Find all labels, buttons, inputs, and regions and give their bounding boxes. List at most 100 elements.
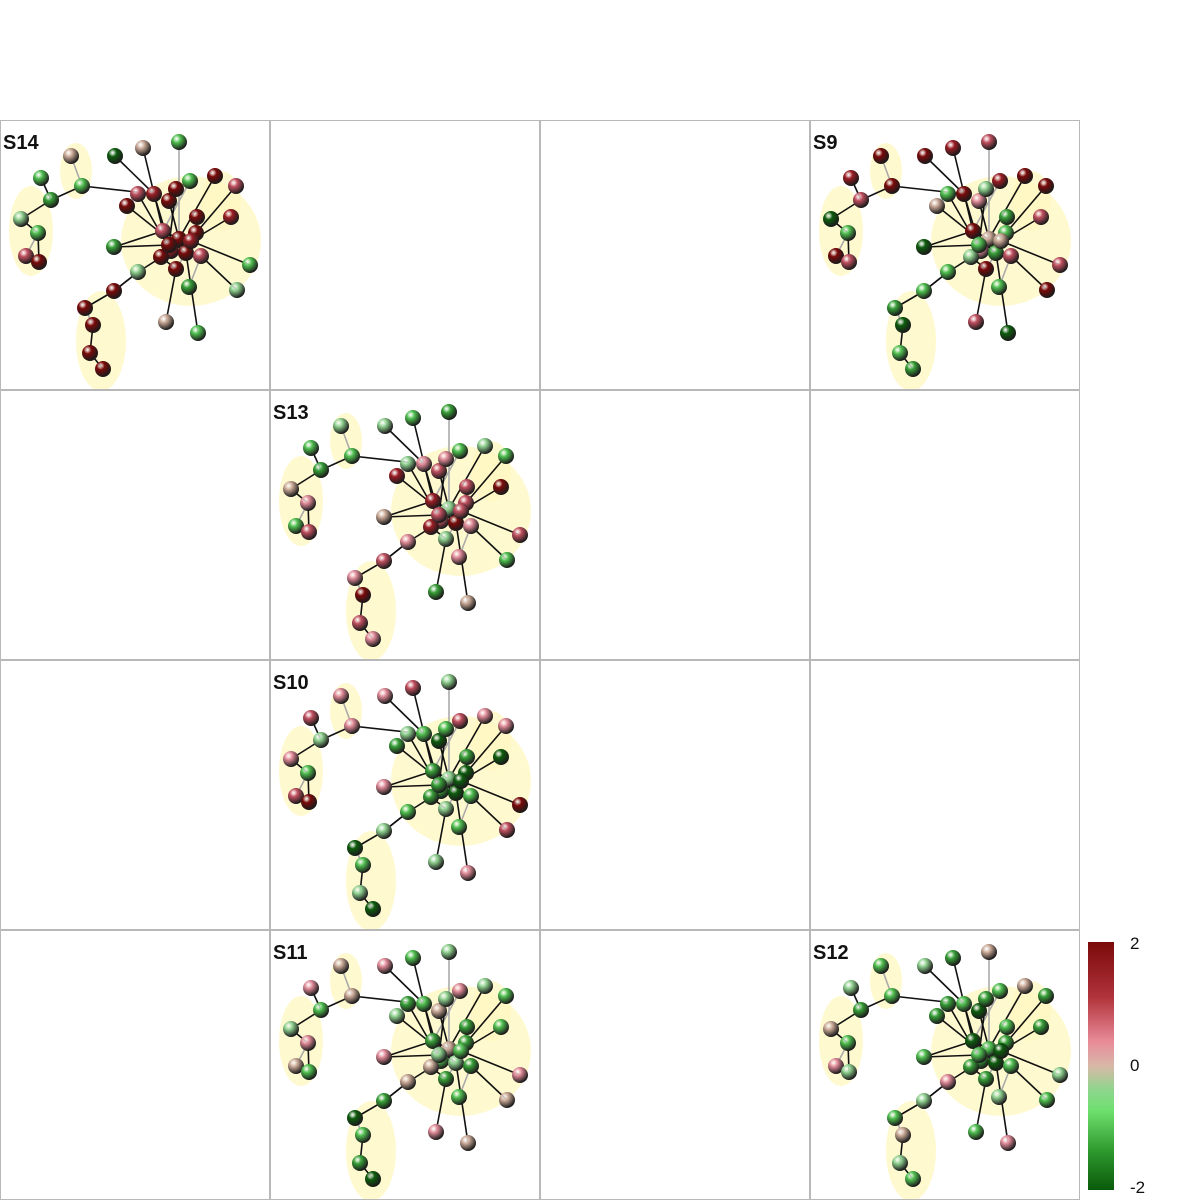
network-node (313, 462, 329, 478)
network-node (498, 448, 514, 464)
network-node (130, 264, 146, 280)
network-node (106, 239, 122, 255)
network-edge (384, 695, 425, 735)
network-edge (923, 1040, 974, 1058)
network-node (283, 751, 299, 767)
network-graph (279, 674, 531, 929)
network-node (400, 996, 416, 1012)
network-graph (279, 944, 531, 1199)
network-node (993, 233, 1009, 249)
network-node (823, 1021, 839, 1037)
network-node (130, 186, 146, 202)
network-node (82, 345, 98, 361)
network-edge (1000, 1050, 1061, 1076)
network-node (1003, 1058, 1019, 1074)
network-node (453, 773, 469, 789)
network-node (355, 587, 371, 603)
grid-cell (540, 930, 810, 1200)
network-node (892, 1155, 908, 1171)
network-node (43, 192, 59, 208)
network-node (895, 317, 911, 333)
legend-tick-mid: 0 (1130, 1056, 1140, 1075)
network-edge (383, 1054, 440, 1058)
network-node (441, 944, 457, 960)
panel-label: S12 (813, 942, 849, 964)
network-node (288, 518, 304, 534)
network-node (423, 519, 439, 535)
network-node (1033, 1019, 1049, 1035)
network-node (463, 518, 479, 534)
network-node (843, 980, 859, 996)
network-node (971, 1003, 987, 1019)
network-node (313, 1002, 329, 1018)
network-node (452, 983, 468, 999)
network-node (400, 1074, 416, 1090)
network-edge (470, 795, 508, 831)
network-node (313, 732, 329, 748)
network-node (991, 279, 1007, 295)
network-edge (923, 1054, 980, 1058)
color-legend-bar (1088, 942, 1114, 1190)
network-panel: S13 (270, 390, 540, 660)
grid-cell (540, 660, 810, 930)
network-edge (448, 985, 486, 1050)
network-node (963, 1059, 979, 1075)
network-node (498, 988, 514, 1004)
network-node (971, 237, 987, 253)
network-node (168, 181, 184, 197)
network-node (841, 254, 857, 270)
network-node (441, 404, 457, 420)
network-node (389, 1008, 405, 1024)
network-panel: S10 (270, 660, 540, 930)
network-node (171, 134, 187, 150)
network-node (451, 819, 467, 835)
network-node (940, 996, 956, 1012)
network-node (416, 996, 432, 1012)
network-node (431, 463, 447, 479)
network-node (929, 198, 945, 214)
network-edge (162, 180, 191, 232)
network-node (843, 170, 859, 186)
network-node (301, 794, 317, 810)
network-node (119, 198, 135, 214)
network-node (181, 279, 197, 295)
network-edge (460, 780, 521, 806)
network-node (74, 178, 90, 194)
network-edge (988, 985, 1026, 1050)
network-node (107, 148, 123, 164)
network-node (207, 168, 223, 184)
network-node (453, 1043, 469, 1059)
network-node (161, 193, 177, 209)
network-graph (819, 944, 1071, 1199)
network-node (991, 1089, 1007, 1105)
network-edge (975, 268, 987, 323)
network-node (333, 958, 349, 974)
network-node (968, 314, 984, 330)
network-node (460, 865, 476, 881)
network-node (1003, 248, 1019, 264)
network-node (135, 140, 151, 156)
network-node (940, 1074, 956, 1090)
network-node (400, 726, 416, 742)
network-node (477, 438, 493, 454)
network-node (355, 1127, 371, 1143)
network-node (423, 789, 439, 805)
legend-tick-min: -2 (1130, 1178, 1146, 1197)
network-node (153, 249, 169, 265)
network-edge (165, 268, 177, 323)
network-node (400, 804, 416, 820)
grid-cell (540, 390, 810, 660)
network-edge (972, 180, 1001, 232)
network-node (887, 300, 903, 316)
network-node (146, 186, 162, 202)
network-node (905, 1171, 921, 1187)
network-node (916, 1093, 932, 1109)
grid-cell (0, 390, 270, 660)
network-node (499, 552, 515, 568)
network-edge (195, 185, 237, 234)
network-node (477, 708, 493, 724)
network-edge (432, 990, 461, 1042)
network-node (283, 1021, 299, 1037)
network-edge (1005, 995, 1047, 1044)
network-node (376, 1049, 392, 1065)
